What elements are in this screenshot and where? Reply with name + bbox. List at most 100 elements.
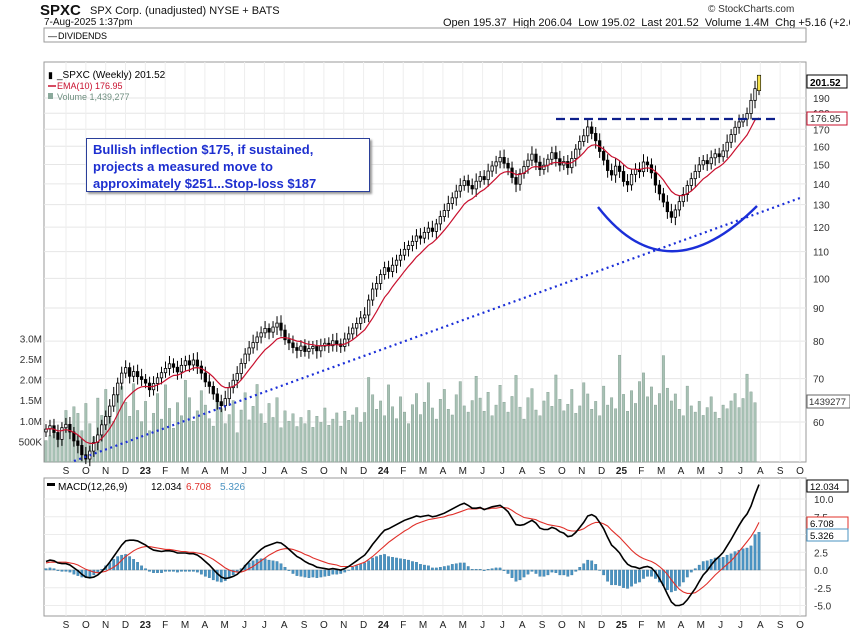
histogram-bar xyxy=(622,569,625,588)
histogram-bar xyxy=(403,559,406,571)
x-tick-label: F xyxy=(638,466,644,477)
histogram-bar xyxy=(446,565,450,571)
price-tick-label: 120 xyxy=(813,223,830,234)
histogram-bar xyxy=(486,569,490,571)
histogram-bar xyxy=(343,569,347,573)
candle-body xyxy=(259,332,263,338)
histogram-bar xyxy=(427,565,430,571)
candle-body xyxy=(382,267,387,275)
histogram-bar xyxy=(713,557,717,571)
histogram-bar xyxy=(207,569,211,578)
price-tick-label: 160 xyxy=(813,142,830,153)
volume-bar xyxy=(434,418,438,463)
volume-bar xyxy=(478,397,482,463)
volume-bar xyxy=(650,386,653,463)
x-tick-label: A xyxy=(519,466,526,477)
macd-tick-label: 10.0 xyxy=(814,495,834,506)
volume-bar xyxy=(422,401,426,463)
x-tick-label: D xyxy=(122,466,129,477)
histogram-bar xyxy=(514,569,518,582)
volume-bar xyxy=(219,408,223,463)
histogram-bar xyxy=(387,556,390,571)
volume-bar xyxy=(112,420,116,463)
candle-body xyxy=(394,259,399,266)
candle-body xyxy=(606,159,610,171)
volume-bar xyxy=(247,419,251,463)
histogram-bar xyxy=(112,559,116,571)
volume-bar xyxy=(558,399,562,463)
histogram-bar xyxy=(757,532,761,571)
volume-bar xyxy=(450,414,454,463)
ticker-symbol[interactable]: SPXC xyxy=(40,2,81,19)
candle-body xyxy=(458,185,462,192)
histogram-bar xyxy=(323,569,327,577)
x-tick-label: O xyxy=(796,620,804,631)
volume-bar xyxy=(665,387,669,463)
volume-bar xyxy=(120,386,124,463)
macd-legend-value: 12.034 xyxy=(151,482,182,493)
x-tick-label: M xyxy=(657,466,665,477)
histogram-bar xyxy=(259,558,263,571)
volume-bar xyxy=(462,405,466,463)
candle-body xyxy=(474,180,478,190)
x-tick-label: A xyxy=(281,620,288,631)
candle-body xyxy=(283,329,287,341)
candle-body xyxy=(291,342,295,348)
histogram-bar xyxy=(693,568,697,571)
histogram-bar xyxy=(311,569,315,578)
candle-body xyxy=(705,160,709,165)
price-tick-label: 170 xyxy=(813,125,830,136)
ema-line xyxy=(45,117,760,444)
volume-bar xyxy=(594,401,598,463)
x-tick-label: A xyxy=(678,466,685,477)
x-tick-label: A xyxy=(202,620,209,631)
histogram-bar xyxy=(673,569,677,591)
volume-bar xyxy=(542,400,546,463)
candle-body xyxy=(120,372,124,384)
candle-body xyxy=(701,160,705,166)
candle-body xyxy=(482,176,486,181)
candle-body xyxy=(586,126,590,137)
volume-bar xyxy=(379,400,383,463)
candlestick-icon: ▮ xyxy=(48,70,53,80)
candle-body xyxy=(625,181,630,186)
macd-legend-swatch xyxy=(47,483,55,486)
histogram-bar xyxy=(211,569,215,581)
open-value: Open 195.37 xyxy=(443,17,507,29)
histogram-bar xyxy=(506,569,510,574)
volume-bar xyxy=(263,423,267,463)
histogram-bar xyxy=(510,569,514,578)
candle-body xyxy=(159,372,164,379)
price-legend-label: _SPXC (Weekly) 201.52 xyxy=(56,70,166,81)
high-value: High 206.04 xyxy=(512,17,573,29)
volume-bar xyxy=(160,418,163,463)
histogram-bar xyxy=(725,554,729,571)
candle-body xyxy=(167,363,172,369)
hist-legend-value: 5.326 xyxy=(220,482,245,493)
volume-bar xyxy=(482,411,486,463)
candle-body xyxy=(112,394,116,407)
histogram-bar xyxy=(522,569,526,578)
volume-bar xyxy=(446,409,450,463)
volume-bar xyxy=(538,415,542,463)
cup-arc xyxy=(597,205,758,253)
candle-body xyxy=(191,359,196,366)
x-tick-label: N xyxy=(102,620,109,631)
volume-bar xyxy=(626,411,629,463)
x-tick-label: J xyxy=(500,620,505,631)
candle-body xyxy=(195,359,199,367)
histogram-bar xyxy=(231,569,235,576)
volume-bar xyxy=(116,394,120,463)
candle-body xyxy=(442,210,446,217)
volume-bar xyxy=(669,400,673,463)
volume-bar xyxy=(506,411,510,463)
histogram-bar xyxy=(399,558,402,571)
histogram-bar xyxy=(144,568,147,571)
histogram-bar xyxy=(494,567,498,571)
histogram-bar xyxy=(379,554,382,571)
histogram-bar xyxy=(538,569,542,577)
candle-body xyxy=(307,348,311,352)
histogram-bar xyxy=(184,569,187,572)
candle-body xyxy=(733,126,737,136)
